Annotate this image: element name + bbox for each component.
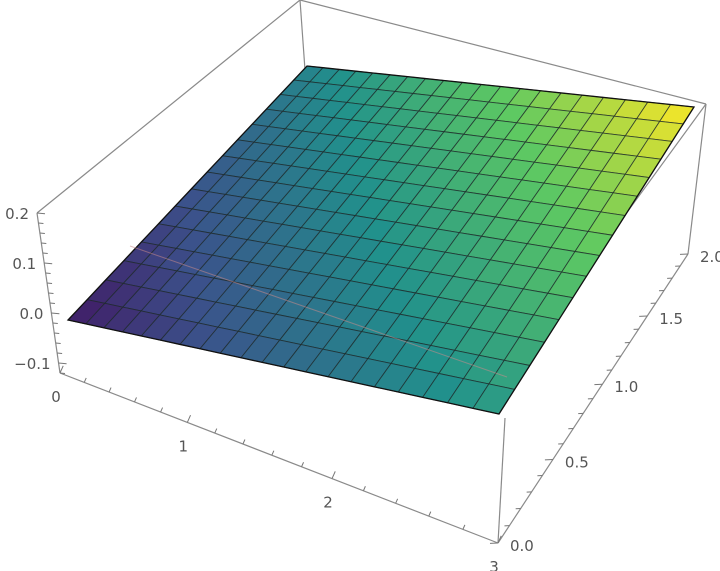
box-edge-back-left — [299, 0, 306, 71]
x-axis-tick — [160, 407, 164, 413]
z-tick-label: 0.0 — [20, 305, 44, 323]
z-axis-tick — [45, 272, 51, 274]
z-axis-tick — [39, 232, 45, 234]
x-tick-label: 2 — [323, 494, 333, 512]
z-tick-label: −0.1 — [14, 355, 50, 373]
y-tick-label: 0.5 — [565, 453, 589, 471]
x-axis-tick — [186, 415, 191, 423]
x-tick-label: 3 — [489, 558, 499, 571]
z-axis-tick — [54, 332, 60, 334]
y-tick-label: 0.0 — [510, 537, 534, 555]
box-edge-front-right — [497, 417, 506, 544]
z-tick-label: 0.2 — [5, 205, 29, 223]
x-axis-tick — [59, 365, 64, 374]
x-axis-tick — [134, 397, 137, 403]
axis-tick-labels: 0 1 2 3 0.0 0.5 1.0 1.5 2.0 −0.1 0.0 0.1 0.2 — [5, 205, 720, 571]
x-axis-tick — [395, 498, 399, 504]
x-axis-tick — [462, 524, 466, 530]
box-edge-bottom-front — [59, 372, 499, 544]
z-axis-tick — [38, 222, 44, 224]
box-edge-bottom-right — [497, 253, 689, 544]
x-axis-tick — [242, 439, 246, 445]
x-axis-tick — [108, 387, 112, 393]
z-axis-tick — [47, 282, 53, 284]
y-tick-label: 1.5 — [659, 310, 683, 328]
z-axis-tick — [59, 372, 66, 374]
x-axis-tick — [301, 462, 305, 467]
x-tick-label: 1 — [179, 437, 189, 455]
x-axis-tick — [362, 486, 366, 491]
x-axis-tick — [428, 511, 432, 517]
surface — [66, 65, 696, 415]
z-axis-tick — [58, 362, 67, 365]
z-tick-label: 0.1 — [12, 255, 36, 273]
z-axis-tick — [48, 292, 54, 294]
surface-outline — [66, 65, 696, 415]
x-axis-tick — [83, 377, 87, 383]
x-axis-tick — [214, 428, 218, 434]
box-edge-top-front-hidden — [129, 245, 508, 378]
box-edge-back-right — [687, 103, 707, 255]
x-axis-tick — [271, 450, 275, 456]
z-axis-tick — [44, 262, 53, 265]
x-tick-label: 0 — [51, 388, 61, 406]
box-edge-top-back — [299, 0, 707, 105]
x-axis-tick — [497, 535, 502, 544]
bounding-box-front — [36, 212, 689, 544]
box-edge-top-left — [36, 0, 301, 214]
z-axis-tick — [52, 322, 58, 324]
z-axis-tick — [51, 312, 60, 315]
z-axis-tick — [55, 342, 61, 344]
axis-ticks — [36, 212, 689, 544]
z-axis-tick — [49, 302, 55, 304]
x-axis-tick — [331, 471, 336, 479]
z-axis-tick — [42, 252, 48, 254]
z-axis-tick — [41, 242, 47, 244]
z-axis-tick — [57, 352, 63, 354]
y-tick-label: 1.0 — [614, 378, 638, 396]
y-tick-label: 2.0 — [700, 248, 720, 266]
z-axis-tick — [36, 212, 46, 215]
